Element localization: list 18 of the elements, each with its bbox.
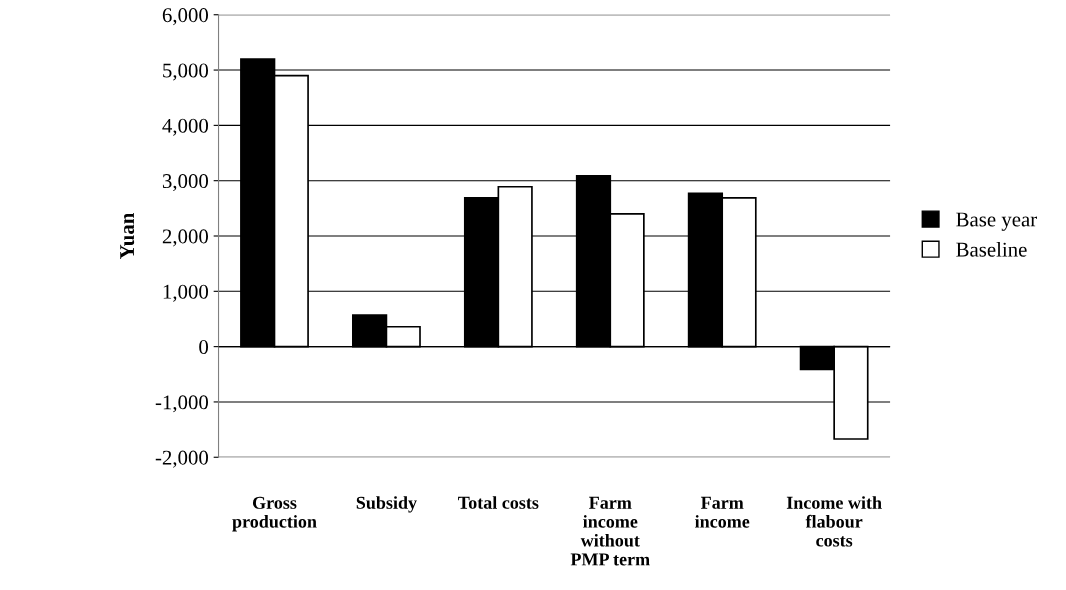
y-tick-label: 4,000 [162, 118, 209, 136]
y-tick-label: 3,000 [162, 174, 209, 192]
x-tick-label: Total costs [458, 496, 539, 509]
x-tick-label: Subsidy [356, 496, 417, 513]
y-tick-label: -2,000 [155, 450, 209, 468]
y-tick-label: 6,000 [162, 8, 209, 26]
x-tick-label: Farm income without PMP term [570, 496, 650, 566]
y-tick-label: 5,000 [163, 63, 209, 81]
legend-label: Base year [956, 212, 1037, 231]
x-tick-label: Gross production [232, 496, 317, 532]
legend-label: Baseline [956, 241, 1027, 257]
x-tick-label: Farm income [695, 496, 750, 528]
y-tick-label: 0 [199, 340, 209, 355]
y-tick-label: 2,000 [162, 229, 209, 247]
y-tick-label: 1,000 [163, 284, 209, 302]
x-tick-label: Income with flabour costs [786, 496, 882, 547]
y-tick-label: -1,000 [155, 395, 209, 413]
y-axis-title: Yuan [120, 212, 135, 259]
